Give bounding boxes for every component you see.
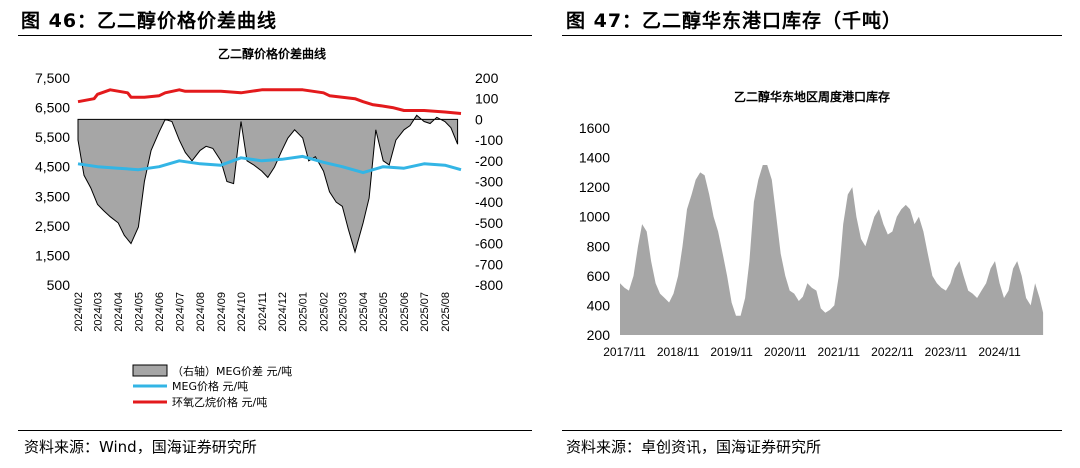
left-x-tick-label: 2024/05 (133, 292, 145, 332)
inventory-x-tick-label: 2018/11 (657, 345, 700, 359)
right-chart-title: 乙二醇华东地区周度港口库存 (734, 89, 890, 104)
left-y-tick-label: 500 (47, 277, 71, 293)
right-y-tick-label: -400 (475, 194, 503, 210)
left-y-tick-label: 1,500 (35, 247, 70, 263)
inventory-area (620, 165, 1044, 335)
inventory-y-tick-label: 1200 (579, 179, 610, 195)
left-x-tick-label: 2024/03 (93, 292, 105, 332)
left-x-tick-label: 2025/08 (440, 292, 452, 332)
inventory-x-tick-label: 2020/11 (764, 345, 807, 359)
meg-price-line (77, 154, 462, 175)
legend-meg-label: MEG价格 元/吨 (172, 379, 248, 393)
right-chart-y-ticks: 1600 1400 1200 1000 800 600 400 200 (579, 120, 610, 343)
right-y-tick-label: 0 (475, 111, 483, 127)
left-x-tick-label: 2025/04 (358, 292, 370, 332)
left-legend: （右轴）MEG价差 元/吨 MEG价格 元/吨 环氧乙烷价格 元/吨 (132, 364, 292, 409)
left-y-tick-label: 4,500 (35, 159, 70, 175)
inventory-x-tick-label: 2017/11 (603, 345, 646, 359)
left-x-tick-label: 2025/06 (399, 292, 411, 332)
left-chart-title: 乙二醇价格价差曲线 (218, 46, 326, 61)
left-x-tick-label: 2024/02 (73, 292, 85, 332)
left-x-tick-label: 2024/06 (154, 292, 166, 332)
left-x-tick-label: 2024/09 (216, 292, 228, 332)
left-title-rule (18, 35, 532, 36)
left-y-tick-label: 5,500 (35, 129, 70, 145)
inventory-x-tick-label: 2021/11 (818, 345, 861, 359)
right-y-tick-label: -800 (475, 277, 503, 293)
inventory-x-tick-label: 2019/11 (710, 345, 753, 359)
legend-spread-label: （右轴）MEG价差 元/吨 (172, 364, 292, 378)
right-y-tick-label: -200 (475, 153, 503, 169)
left-source-note: 资料来源：Wind，国海证券研究所 (24, 438, 257, 456)
left-y-tick-label: 3,500 (35, 188, 70, 204)
left-x-tick-label: 2025/05 (378, 292, 390, 332)
inventory-x-tick-label: 2024/11 (978, 345, 1021, 359)
right-chart-x-ticks: 2017/11 2018/11 2019/11 2020/11 2021/11 2022/… (603, 345, 1021, 359)
left-x-tick-label: 2024/08 (195, 292, 207, 332)
inventory-x-tick-label: 2022/11 (871, 345, 914, 359)
left-x-tick-label: 2024/10 (236, 292, 248, 332)
meg-spread-chart: 乙二醇价格价差曲线 7,500 6,500 5,500 4,500 3,500 2,500… (35, 46, 503, 409)
inventory-y-tick-label: 800 (587, 238, 611, 254)
right-title-rule (562, 35, 1062, 36)
inventory-y-tick-label: 1000 (579, 209, 610, 225)
inventory-x-tick-label: 2023/11 (925, 345, 968, 359)
left-plot-area (77, 88, 462, 254)
left-x-tick-label: 2024/11 (257, 292, 269, 331)
right-y-tick-label: -700 (475, 256, 503, 272)
inventory-y-tick-label: 200 (587, 327, 611, 343)
right-plot-area (620, 165, 1044, 335)
left-x-tick-label: 2024/12 (277, 292, 289, 332)
right-source-rule (562, 430, 1062, 431)
figure-46-title: 图 46：乙二醇价格价差曲线 (21, 10, 278, 32)
left-x-tick-label: 2025/07 (419, 292, 431, 332)
right-y-axis-ticks: 200 100 0 -100 -200 -300 -400 -500 -600 -700 -800 (475, 70, 503, 293)
eo-price-line (77, 88, 462, 115)
legend-spread-swatch (132, 364, 168, 377)
right-y-tick-label: -500 (475, 215, 503, 231)
right-y-tick-label: -100 (475, 132, 503, 148)
left-x-axis-ticks: 2024/02 2024/03 2024/04 2024/05 2024/06 2024/… (73, 292, 452, 332)
left-y-tick-label: 2,500 (35, 218, 70, 234)
left-x-tick-label: 2024/04 (113, 292, 125, 332)
legend-eo-label: 环氧乙烷价格 元/吨 (172, 395, 267, 409)
right-y-tick-label: 200 (475, 70, 499, 86)
inventory-y-tick-label: 400 (587, 297, 611, 313)
left-x-tick-label: 2025/01 (298, 292, 310, 332)
right-source-note: 资料来源：卓创资讯，国海证券研究所 (566, 438, 822, 456)
right-y-tick-label: -600 (475, 236, 503, 252)
inventory-y-tick-label: 600 (587, 268, 611, 284)
left-x-tick-label: 2025/03 (337, 292, 349, 332)
figure-47-title: 图 47：乙二醇华东港口库存（千吨） (566, 10, 903, 32)
left-y-axis-ticks: 7,500 6,500 5,500 4,500 3,500 2,500 1,500 500 (35, 70, 70, 293)
inventory-y-tick-label: 1600 (579, 120, 610, 136)
right-y-tick-label: -300 (475, 174, 503, 190)
left-y-tick-label: 7,500 (35, 70, 70, 86)
right-y-tick-label: 100 (475, 91, 499, 107)
left-source-rule (18, 430, 532, 431)
inventory-y-tick-label: 1400 (579, 150, 610, 166)
left-y-tick-label: 6,500 (35, 100, 70, 116)
left-x-tick-label: 2024/07 (174, 292, 186, 332)
spread-area (77, 114, 459, 254)
left-x-tick-label: 2025/02 (319, 292, 331, 332)
